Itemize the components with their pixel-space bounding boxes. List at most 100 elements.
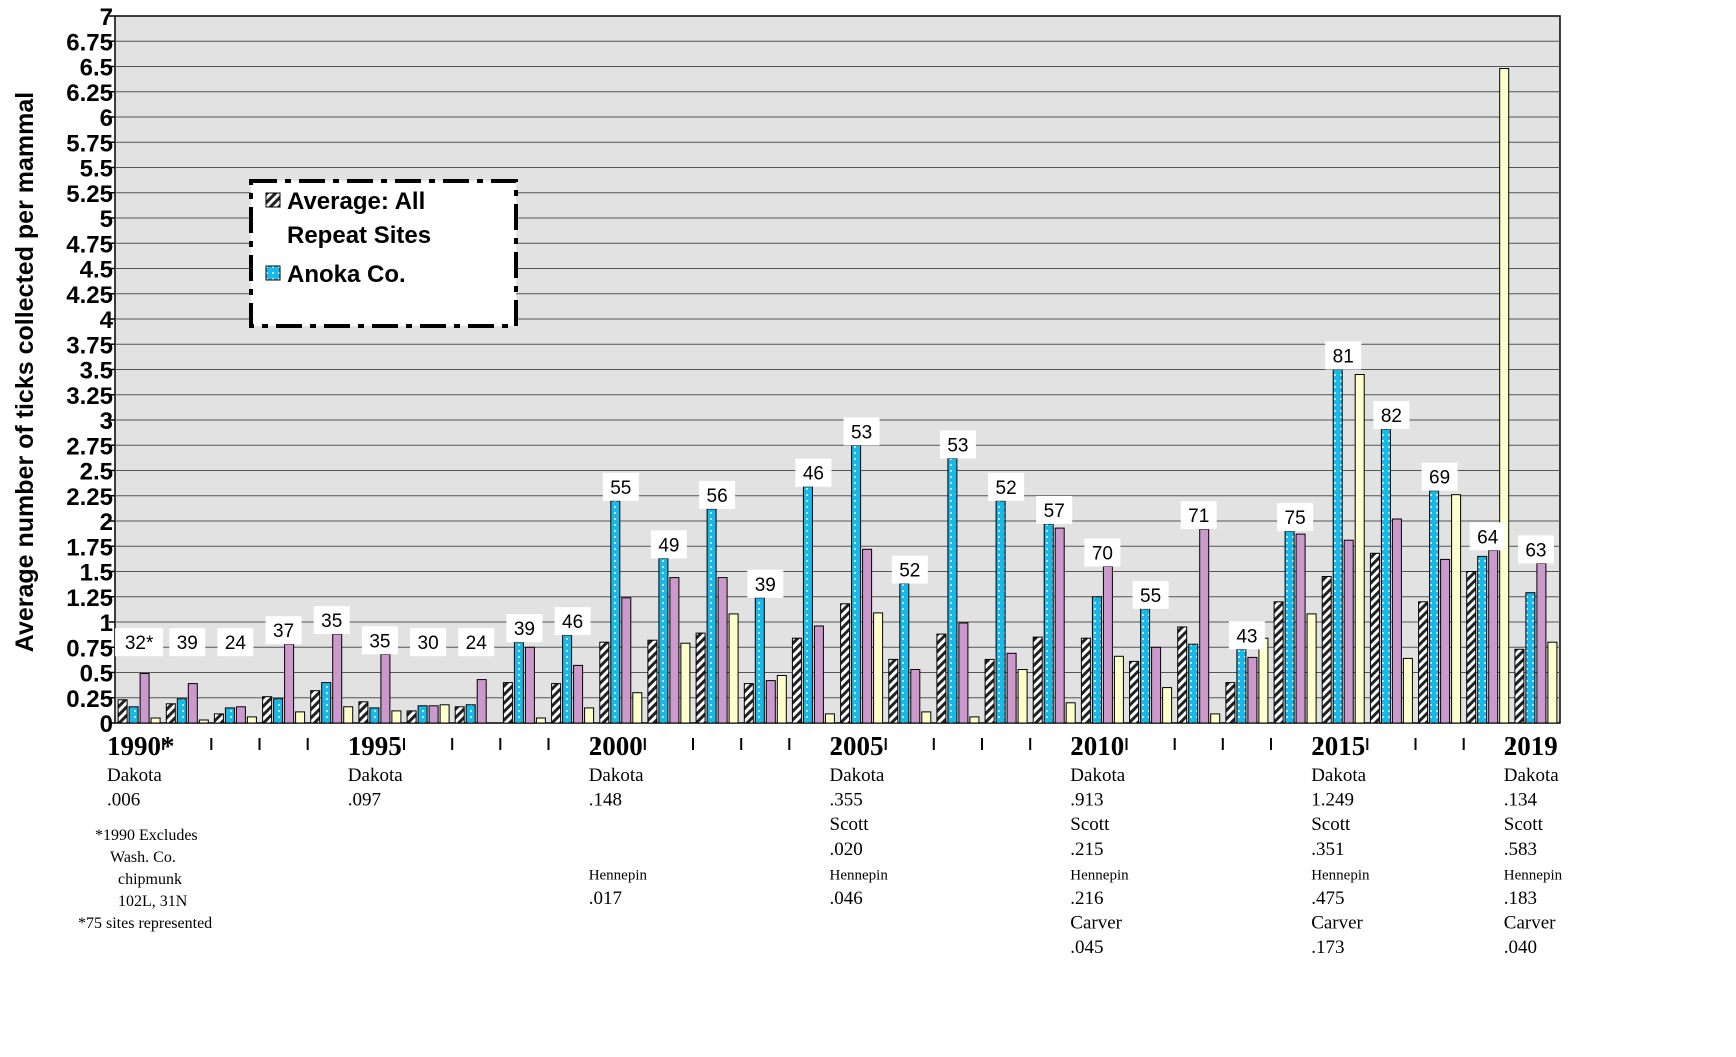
bar-anoka [562, 634, 573, 724]
site-count-text: 35 [369, 631, 390, 652]
site-count-text: 46 [803, 464, 824, 485]
bar-series-3 [1054, 527, 1065, 724]
y-tick-label: 4 [100, 307, 114, 334]
site-count-bg [1277, 503, 1314, 532]
county-annotation-group: Dakota .148 Hennepin .017 [589, 765, 648, 909]
bar-average [1225, 682, 1236, 724]
site-count-label: 35 [313, 606, 350, 635]
bar-series-4 [295, 711, 306, 724]
bar-series-4 [1354, 374, 1365, 724]
site-count-bg [699, 480, 736, 509]
site-count-text: 30 [418, 633, 439, 654]
site-count-text: 32* [125, 633, 154, 654]
site-count-label: 71 [1180, 501, 1217, 530]
bar-series-3 [1343, 539, 1354, 724]
site-count-label: 81 [1325, 341, 1362, 370]
site-count-text: 53 [851, 422, 872, 443]
legend-swatch-anoka [265, 265, 281, 281]
y-tick-label: 3.25 [66, 383, 113, 410]
bar-series-4 [584, 707, 595, 724]
bar-anoka [851, 444, 862, 724]
bar-anoka [706, 508, 717, 724]
bar-series-4 [1162, 687, 1173, 724]
bar-series-4 [150, 717, 161, 724]
site-count-bg [843, 417, 880, 446]
site-count-label: 24 [458, 628, 495, 657]
bar-series-3 [1199, 528, 1210, 724]
bar-average [1466, 571, 1477, 724]
x-year-label: 1990* [107, 731, 175, 761]
site-count-label: 46 [795, 458, 832, 487]
county-annotation-line: .183 [1504, 888, 1537, 909]
y-tick-label: 1.75 [66, 534, 113, 561]
bar-average [358, 701, 369, 724]
site-count-text: 46 [562, 612, 583, 633]
bar-average [213, 713, 224, 724]
legend-label-anoka: Anoka Co. [287, 261, 406, 288]
county-annotation-line: .134 [1504, 790, 1538, 811]
site-count-label: 24 [217, 628, 254, 657]
bar-series-3 [187, 683, 198, 724]
site-count-bg [650, 530, 687, 559]
bar-series-4 [1451, 494, 1462, 724]
county-annotation-line: .006 [107, 790, 140, 811]
site-count-label: 64 [1469, 522, 1506, 551]
site-count-bg [939, 430, 976, 459]
bar-series-3 [621, 597, 632, 724]
bar-series-4 [1547, 641, 1558, 724]
site-count-bg [554, 607, 591, 636]
bar-average [840, 603, 851, 724]
bar-anoka [1284, 530, 1295, 724]
county-annotation-line: Scott [1311, 814, 1351, 835]
site-count-text: 39 [514, 619, 535, 640]
site-count-bg [1517, 535, 1554, 564]
site-count-bg [458, 628, 495, 657]
bar-anoka [1236, 648, 1247, 724]
site-count-label: 52 [988, 472, 1025, 501]
site-count-label: 39 [169, 628, 206, 657]
site-count-text: 24 [225, 633, 247, 654]
bar-series-3 [862, 548, 873, 724]
bar-average [936, 633, 947, 724]
bar-average [695, 632, 706, 724]
site-count-bg [1036, 496, 1073, 524]
bar-series-4 [343, 706, 354, 724]
site-count-label: 43 [1228, 621, 1265, 650]
county-annotation-line: .173 [1311, 937, 1344, 958]
county-annotation-line: .020 [830, 839, 863, 860]
county-annotation-line: .913 [1070, 790, 1103, 811]
bar-series-3 [524, 646, 535, 724]
bar-average [791, 637, 802, 724]
site-count-label: 37 [265, 616, 302, 645]
county-annotation-line: Hennepin [589, 867, 648, 883]
site-count-text: 57 [1044, 501, 1065, 522]
site-count-bg [115, 628, 164, 657]
y-tick-label: 4.25 [66, 282, 113, 309]
bar-average [165, 703, 176, 724]
bar-anoka [1525, 592, 1536, 724]
y-tick-label: 4.75 [66, 231, 113, 258]
y-tick-label: 6.75 [66, 29, 113, 56]
y-tick-label: 3.75 [66, 332, 113, 359]
bar-average [502, 682, 513, 724]
site-count-bg [410, 628, 447, 657]
county-annotation-line: .040 [1504, 937, 1537, 958]
x-year-label: 2005 [830, 731, 884, 761]
site-count-label: 53 [939, 430, 976, 459]
site-count-text: 81 [1333, 347, 1354, 368]
bar-anoka [224, 707, 235, 724]
site-count-bg [169, 628, 206, 657]
site-count-bg [795, 458, 832, 487]
site-count-label: 52 [891, 555, 928, 584]
bar-series-3 [669, 577, 680, 724]
y-tick-label: 2.25 [66, 484, 113, 511]
bar-average [454, 706, 465, 724]
y-tick-label: 0 [100, 711, 113, 738]
site-count-label: 57 [1036, 496, 1073, 524]
bar-series-3 [1391, 518, 1402, 724]
bar-series-3 [1006, 652, 1017, 724]
site-count-label: 55 [602, 472, 639, 501]
site-count-labels: 32* 39 24 37 35 35 30 24 39 46 55 49 56 39 46 53 52 53 52 5… [115, 341, 1554, 657]
county-annotation-group: Dakota .355 Scott .020 Hennepin .046 [830, 765, 889, 909]
